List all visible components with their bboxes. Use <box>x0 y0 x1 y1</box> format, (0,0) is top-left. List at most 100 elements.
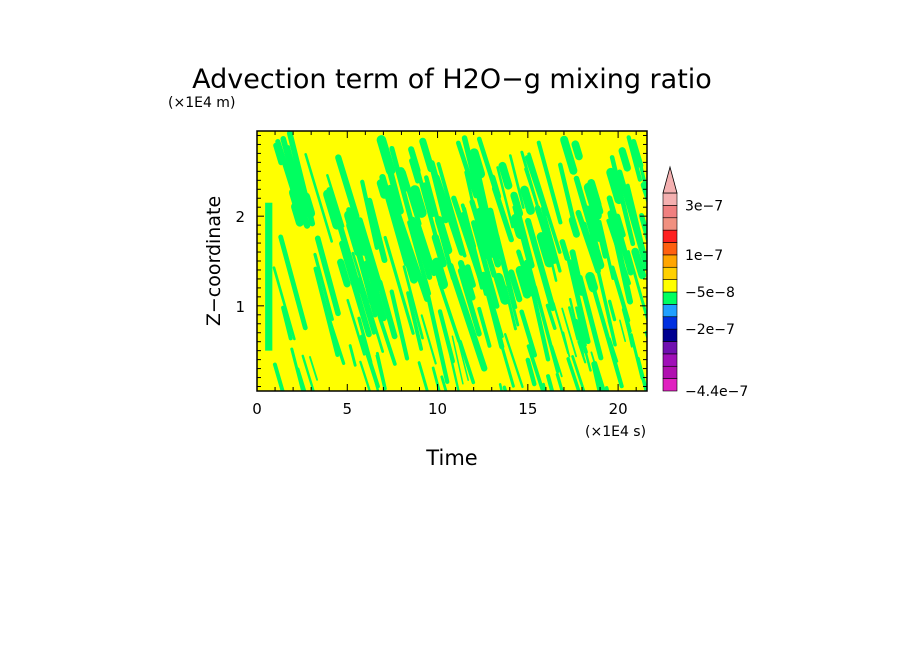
contour-streak <box>536 140 563 225</box>
contour-streak <box>490 299 504 338</box>
contour-streak <box>551 345 563 378</box>
contour-streak <box>449 354 460 391</box>
contour-streak <box>536 232 554 268</box>
contour-streak <box>337 258 351 288</box>
contour-streak <box>515 265 532 299</box>
colorbar-swatch <box>662 279 678 293</box>
contour-streak <box>583 182 602 221</box>
contour-streak <box>419 137 435 173</box>
contour-streak <box>314 235 341 317</box>
contour-streak <box>376 279 398 340</box>
contour-streak <box>508 154 525 209</box>
contour-streak <box>457 267 482 337</box>
contour-streak <box>568 306 580 341</box>
chart-title: Advection term of H2O−g mixing ratio <box>192 64 712 95</box>
contour-streak <box>464 170 487 260</box>
contour-streak <box>437 309 455 364</box>
contour-streak <box>431 257 449 290</box>
contour-streak <box>606 167 624 205</box>
x-axis-title: Time <box>425 446 477 470</box>
colorbar-label: 1e−7 <box>685 248 723 264</box>
contour-streak <box>525 357 537 387</box>
contour-streak <box>420 182 437 217</box>
y-unit-label: (×1E4 m) <box>168 95 235 111</box>
x-axis: 0 5 10 15 20 <box>252 131 637 418</box>
colorbar-swatch <box>662 365 678 379</box>
contour-streak <box>407 220 432 296</box>
colorbar-swatch <box>662 341 678 355</box>
contour-streak <box>457 259 468 277</box>
colorbar-swatch <box>662 254 678 268</box>
contour-streak <box>615 213 626 238</box>
colorbar-swatch <box>662 304 678 318</box>
contour-streak <box>574 318 588 354</box>
contour-streak <box>451 335 464 385</box>
colorbar-swatch <box>662 205 678 219</box>
contour-streak <box>406 250 418 271</box>
contour-streak <box>545 303 557 330</box>
contour-streak <box>520 185 535 215</box>
contour-streak <box>396 167 410 192</box>
contour-streak <box>533 285 560 374</box>
contour-band <box>265 202 273 351</box>
contour-streak <box>480 271 505 350</box>
contour-streak <box>301 354 315 391</box>
contour-streak <box>438 281 461 343</box>
x-tick-label: 20 <box>609 400 628 418</box>
contour-streak <box>408 146 421 174</box>
contour-streak <box>409 216 433 280</box>
contour-streak <box>296 367 307 391</box>
contour-streak <box>498 161 513 190</box>
contour-streak <box>496 166 514 229</box>
colorbar-swatch <box>662 291 678 305</box>
y-tick-label: 2 <box>235 208 245 226</box>
colorbar-swatch <box>662 242 678 256</box>
contour-streak <box>309 356 319 381</box>
contour-streak <box>363 260 374 279</box>
contour-streak <box>499 341 515 388</box>
contour-streak <box>383 235 415 335</box>
colorbar-swatch <box>662 217 678 231</box>
contour-streak <box>273 142 284 166</box>
contour-streak <box>519 309 538 358</box>
contour-streak <box>569 249 585 296</box>
x-tick-label: 10 <box>428 400 447 418</box>
contour-streak <box>638 159 647 201</box>
x-unit-label: (×1E4 s) <box>585 424 646 440</box>
contour-streak <box>510 191 524 218</box>
contour-streak <box>568 216 580 238</box>
contour-streak <box>489 174 502 200</box>
contour-streak <box>417 361 429 391</box>
contour-streak <box>304 153 333 243</box>
contour-streak <box>281 305 293 341</box>
contour-streak <box>371 366 380 391</box>
contour-streak <box>465 264 476 288</box>
contour-streak <box>344 210 362 245</box>
contour-streak <box>313 268 340 349</box>
contour-streak <box>433 180 444 198</box>
contour-streak <box>625 183 647 273</box>
contour-streak <box>541 382 547 391</box>
y-axis-title: Z−coordinate <box>203 196 225 326</box>
contour-streak <box>435 216 453 255</box>
contour-streak <box>606 195 634 276</box>
contour-streak <box>619 319 626 342</box>
contour-streak <box>495 234 518 309</box>
contour-streak <box>562 331 571 358</box>
contour-streak <box>431 366 441 391</box>
contour-streak <box>624 315 633 348</box>
contour-streak <box>626 135 642 182</box>
contour-streak <box>508 269 523 303</box>
x-tick-label: 5 <box>343 400 353 418</box>
contour-streak <box>460 203 477 249</box>
colorbar-label: −5e−8 <box>685 285 735 301</box>
contour-streak <box>359 360 371 391</box>
contour-streak <box>607 210 634 305</box>
contour-streak <box>592 196 604 215</box>
contour-streak <box>431 233 447 268</box>
colorbar-extend-arrow <box>662 165 678 194</box>
contour-streak <box>485 222 498 247</box>
contour-streak <box>389 289 410 361</box>
contour-streak <box>524 155 549 216</box>
contour-streak <box>458 339 476 385</box>
